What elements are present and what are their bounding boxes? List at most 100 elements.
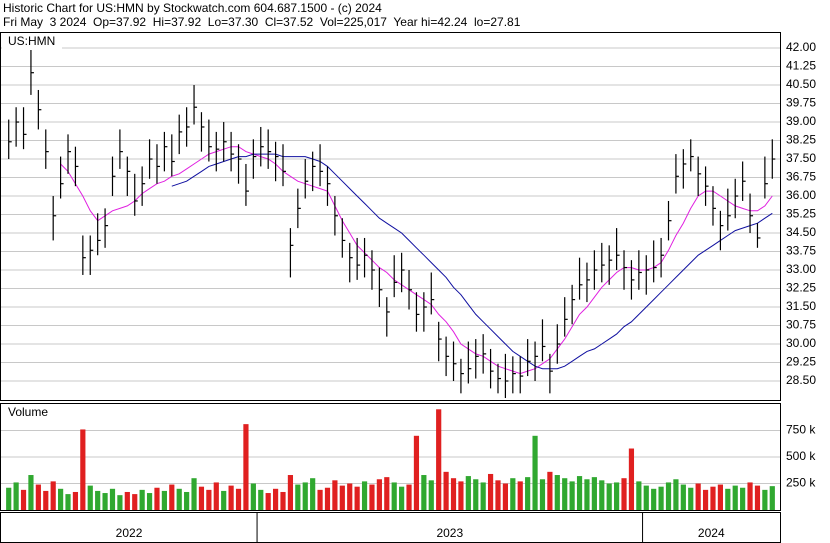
volume-bar: [6, 487, 12, 510]
volume-bar: [324, 487, 331, 510]
y-tick-label: 28.50: [786, 373, 816, 387]
volume-bar: [221, 490, 227, 510]
volume-bar: [87, 485, 93, 510]
volume-bar: [473, 479, 479, 510]
x-tick-label: 2022: [116, 526, 143, 540]
y-tick-label: 39.75: [786, 96, 816, 110]
chart-subtitle: Fri May 3 2024 Op=37.92 Hi=37.92 Lo=37.3…: [3, 15, 521, 29]
symbol-bg: [2, 34, 62, 50]
volume-bar: [272, 488, 279, 510]
volume-bar: [495, 480, 501, 510]
volume-bar: [146, 493, 153, 510]
symbol-label: US:HMN: [8, 34, 55, 48]
volume-bar: [265, 493, 271, 510]
volume-bar: [428, 480, 434, 510]
volume-bar: [287, 475, 294, 510]
volume-bar: [117, 495, 123, 510]
volume-tick-label: 250 k: [786, 476, 816, 490]
volume-bar: [769, 486, 775, 510]
volume-label: Volume: [8, 405, 48, 419]
price-panel: [0, 32, 781, 401]
volume-bar: [391, 482, 397, 510]
volume-bar: [754, 485, 761, 510]
y-tick-label: 32.25: [786, 281, 816, 295]
y-tick-label: 36.00: [786, 188, 816, 202]
volume-bar: [628, 448, 635, 510]
volume-bar: [547, 471, 553, 510]
date-panel: [0, 512, 781, 543]
y-tick-label: 35.25: [786, 207, 816, 221]
y-tick-label: 39.00: [786, 114, 816, 128]
plot: 42.00 41.25 40.50 39.75 39.00 38.25 37.50 36.75…: [1, 40, 816, 543]
volume-bar: [154, 487, 160, 510]
volume-bar: [235, 488, 242, 510]
volume-bar: [206, 489, 212, 510]
volume-bar: [651, 488, 657, 510]
volume-bar: [95, 490, 101, 510]
volume-bar: [198, 486, 205, 510]
volume-bar: [673, 479, 679, 510]
volume-bar: [636, 481, 642, 510]
volume-bar: [295, 484, 301, 510]
volume-bar: [421, 475, 427, 510]
volume-bar: [443, 471, 449, 510]
volume-bar: [480, 482, 486, 510]
volume-bar: [13, 482, 19, 510]
volume-bar: [339, 485, 345, 510]
volume-bar: [517, 481, 523, 510]
volume-tick-label: 750 k: [786, 423, 816, 437]
volume-bar: [50, 481, 56, 510]
volume-bar: [732, 485, 738, 510]
x-tick-label: 2023: [436, 526, 463, 540]
volume-bar: [361, 481, 368, 510]
y-tick-label: 31.50: [786, 299, 816, 313]
volume-bar: [762, 489, 768, 510]
volume-bar: [376, 479, 382, 510]
volume-tick-label: 500 k: [786, 449, 816, 463]
y-tick-label: 36.75: [786, 170, 816, 184]
volume-bar: [243, 424, 249, 510]
y-tick-label: 40.50: [786, 77, 816, 91]
y-tick-label: 30.00: [786, 336, 816, 350]
volume-bar: [747, 482, 753, 510]
volume-bar: [332, 480, 338, 510]
volume-bar: [250, 483, 256, 510]
y-tick-label: 37.50: [786, 151, 816, 165]
volume-bar: [169, 484, 175, 510]
volume-bar: [302, 482, 308, 510]
volume-bar: [58, 488, 64, 510]
volume-bar: [384, 477, 390, 510]
volume-bar: [258, 489, 264, 510]
y-tick-label: 38.25: [786, 133, 816, 147]
volume-bar: [35, 484, 41, 510]
volume-bar: [20, 489, 27, 510]
x-tick-label: 2024: [698, 526, 725, 540]
volume-bar: [347, 483, 353, 510]
volume-bar: [369, 484, 375, 510]
volume-bar: [161, 490, 167, 510]
volume-bar: [569, 481, 575, 510]
volume-bar: [72, 491, 79, 510]
volume-bar: [450, 478, 457, 510]
volume-bar: [584, 479, 590, 510]
volume-bar: [184, 491, 190, 510]
volume-bar: [725, 488, 731, 510]
volume-bar: [310, 478, 316, 510]
volume-bar: [28, 475, 34, 510]
volume-bar: [102, 493, 108, 510]
volume-bar: [436, 409, 442, 510]
moving-average-line: [171, 153, 773, 370]
volume-bar: [591, 477, 597, 510]
volume-bar: [606, 483, 612, 510]
volume-bar: [132, 494, 138, 510]
volume-bar: [695, 483, 701, 510]
volume-bar: [458, 481, 464, 510]
volume-bar: [539, 479, 546, 510]
volume-bar: [562, 478, 568, 510]
volume-bar: [621, 478, 627, 510]
volume-bar: [124, 491, 130, 510]
volume-bar: [213, 482, 219, 510]
volume-bar: [65, 494, 71, 510]
volume-bar: [525, 477, 531, 510]
